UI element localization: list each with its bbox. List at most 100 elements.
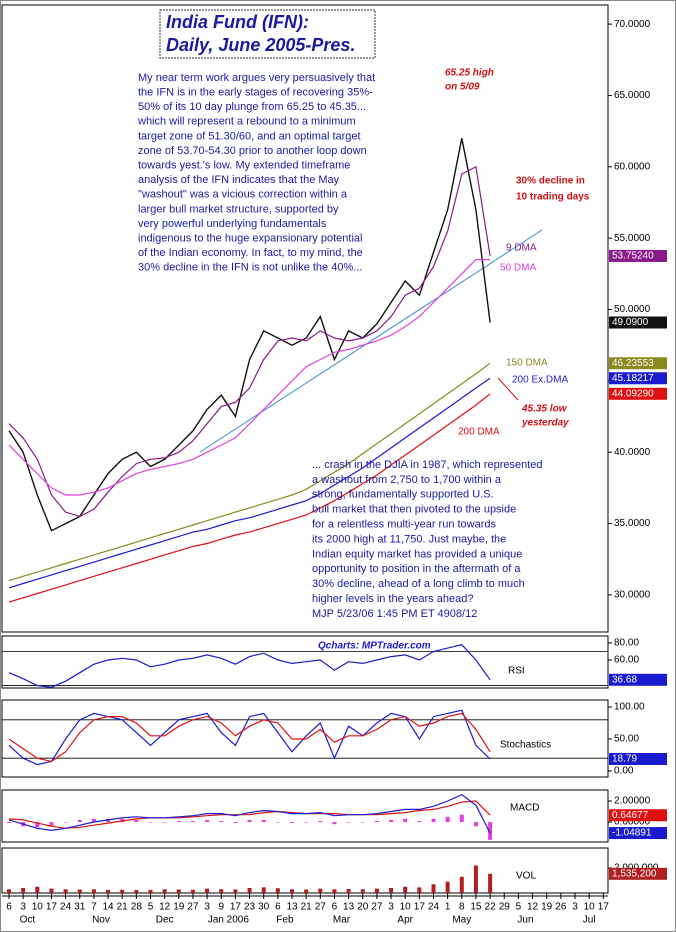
commentary: higher levels in the years ahead? bbox=[312, 593, 473, 605]
bar bbox=[261, 887, 266, 893]
month-label: Dec bbox=[156, 915, 174, 926]
series-label: 9 DMA bbox=[506, 243, 537, 254]
panel-title: RSI bbox=[508, 666, 525, 677]
commentary: 30% decline in the IFN is not unlike the… bbox=[138, 262, 362, 274]
commentary: 50% of its 10 day plunge from 65.25 to 4… bbox=[138, 101, 366, 113]
series-label: 50 DMA bbox=[500, 263, 536, 274]
annotation: on 5/09 bbox=[445, 82, 480, 93]
value-box bbox=[609, 387, 667, 400]
x-tick-label: 17 bbox=[230, 902, 242, 913]
value-box bbox=[609, 316, 667, 329]
series-line bbox=[8, 259, 491, 496]
bar bbox=[318, 820, 323, 823]
series-line bbox=[8, 377, 491, 589]
bar bbox=[205, 888, 210, 893]
value-box bbox=[609, 752, 667, 765]
bar bbox=[360, 889, 365, 893]
value-label: 44.09290 bbox=[612, 388, 654, 399]
x-tick-label: 23 bbox=[244, 902, 256, 913]
series-line bbox=[8, 712, 491, 763]
bar bbox=[389, 888, 394, 893]
bar bbox=[77, 889, 82, 893]
y-tick-label: 55.0000 bbox=[614, 233, 651, 244]
x-tick-label: 3 bbox=[388, 902, 394, 913]
x-tick-label: 30 bbox=[258, 902, 270, 913]
commentary: the IFN is in the early stages of recove… bbox=[138, 87, 373, 99]
series-label: 150 DMA bbox=[506, 358, 548, 369]
value-label: 36.68 bbox=[612, 674, 637, 685]
x-tick-label: 20 bbox=[357, 902, 369, 913]
x-tick-label: 9 bbox=[218, 902, 224, 913]
value-box bbox=[609, 357, 667, 370]
bar bbox=[176, 889, 181, 893]
x-tick-label: 17 bbox=[598, 902, 610, 913]
value-label: 18.79 bbox=[612, 754, 637, 765]
bar bbox=[91, 818, 96, 823]
bar bbox=[261, 819, 266, 823]
series-label: 200 DMA bbox=[458, 427, 500, 438]
x-tick-label: 10 bbox=[584, 902, 596, 913]
x-tick-label: 17 bbox=[46, 902, 58, 913]
x-tick-label: 8 bbox=[459, 902, 465, 913]
bar bbox=[275, 888, 280, 893]
bar bbox=[219, 820, 224, 823]
chart-title: India Fund (IFN): bbox=[166, 12, 309, 32]
value-box bbox=[609, 867, 667, 880]
x-tick-label: 6 bbox=[332, 902, 338, 913]
bar bbox=[290, 889, 294, 893]
y-tick-label: 80.00 bbox=[614, 638, 639, 649]
commentary: of the Indian economy. In fact, to my mi… bbox=[138, 247, 363, 259]
bar bbox=[459, 876, 464, 893]
bar bbox=[134, 819, 139, 823]
source: Qcharts: MPTrader.com bbox=[318, 641, 431, 652]
value-box bbox=[609, 809, 667, 822]
value-label: 46.23553 bbox=[612, 358, 654, 369]
commentary: very powerful underlying fundamentals bbox=[138, 218, 327, 230]
x-tick-label: 17 bbox=[414, 902, 426, 913]
value-box bbox=[609, 673, 667, 686]
commentary: zone of 53.70-54.30 prior to another loo… bbox=[138, 145, 367, 157]
main-panel bbox=[1, 4, 609, 633]
bar bbox=[148, 822, 153, 823]
bar bbox=[318, 888, 323, 893]
bar bbox=[332, 889, 337, 893]
bar bbox=[77, 819, 82, 823]
x-tick-label: 13 bbox=[286, 902, 298, 913]
bar bbox=[134, 890, 139, 893]
x-tick-label: 13 bbox=[343, 902, 355, 913]
value-label: 0.64677 bbox=[612, 810, 649, 821]
x-tick-label: 27 bbox=[315, 902, 327, 913]
title-box bbox=[159, 9, 376, 59]
commentary: larger bull market structure, supported … bbox=[138, 203, 339, 215]
bar bbox=[431, 884, 436, 893]
bar bbox=[346, 822, 351, 823]
x-tick-label: 27 bbox=[187, 902, 199, 913]
y-tick-label: 40.0000 bbox=[614, 447, 651, 458]
x-tick-label: 31 bbox=[74, 902, 86, 913]
x-tick-label: 21 bbox=[301, 902, 313, 913]
macd-panel bbox=[1, 789, 609, 843]
y-tick-label: 2.00000 bbox=[614, 796, 651, 807]
value-label: 53.75240 bbox=[612, 251, 654, 262]
bar bbox=[190, 889, 195, 893]
value-box bbox=[609, 249, 667, 262]
x-tick-label: 1 bbox=[445, 902, 451, 913]
commentary: which will represent a rebound to a mini… bbox=[137, 116, 356, 128]
annotation: yesterday bbox=[521, 418, 569, 429]
value-box bbox=[609, 372, 667, 385]
commentary: opportunity to position in the aftermath… bbox=[312, 563, 521, 575]
y-tick-label: 50.0000 bbox=[614, 304, 651, 315]
bar bbox=[219, 889, 224, 893]
bar bbox=[346, 889, 351, 893]
annotation: 10 trading days bbox=[516, 192, 590, 203]
x-tick-label: 10 bbox=[32, 902, 44, 913]
bar bbox=[233, 822, 238, 824]
x-tick-label: 3 bbox=[572, 902, 578, 913]
month-label: Jul bbox=[583, 915, 596, 926]
bar bbox=[374, 888, 379, 893]
x-tick-label: 29 bbox=[499, 902, 511, 913]
x-tick-label: 28 bbox=[131, 902, 143, 913]
bar bbox=[417, 887, 422, 893]
